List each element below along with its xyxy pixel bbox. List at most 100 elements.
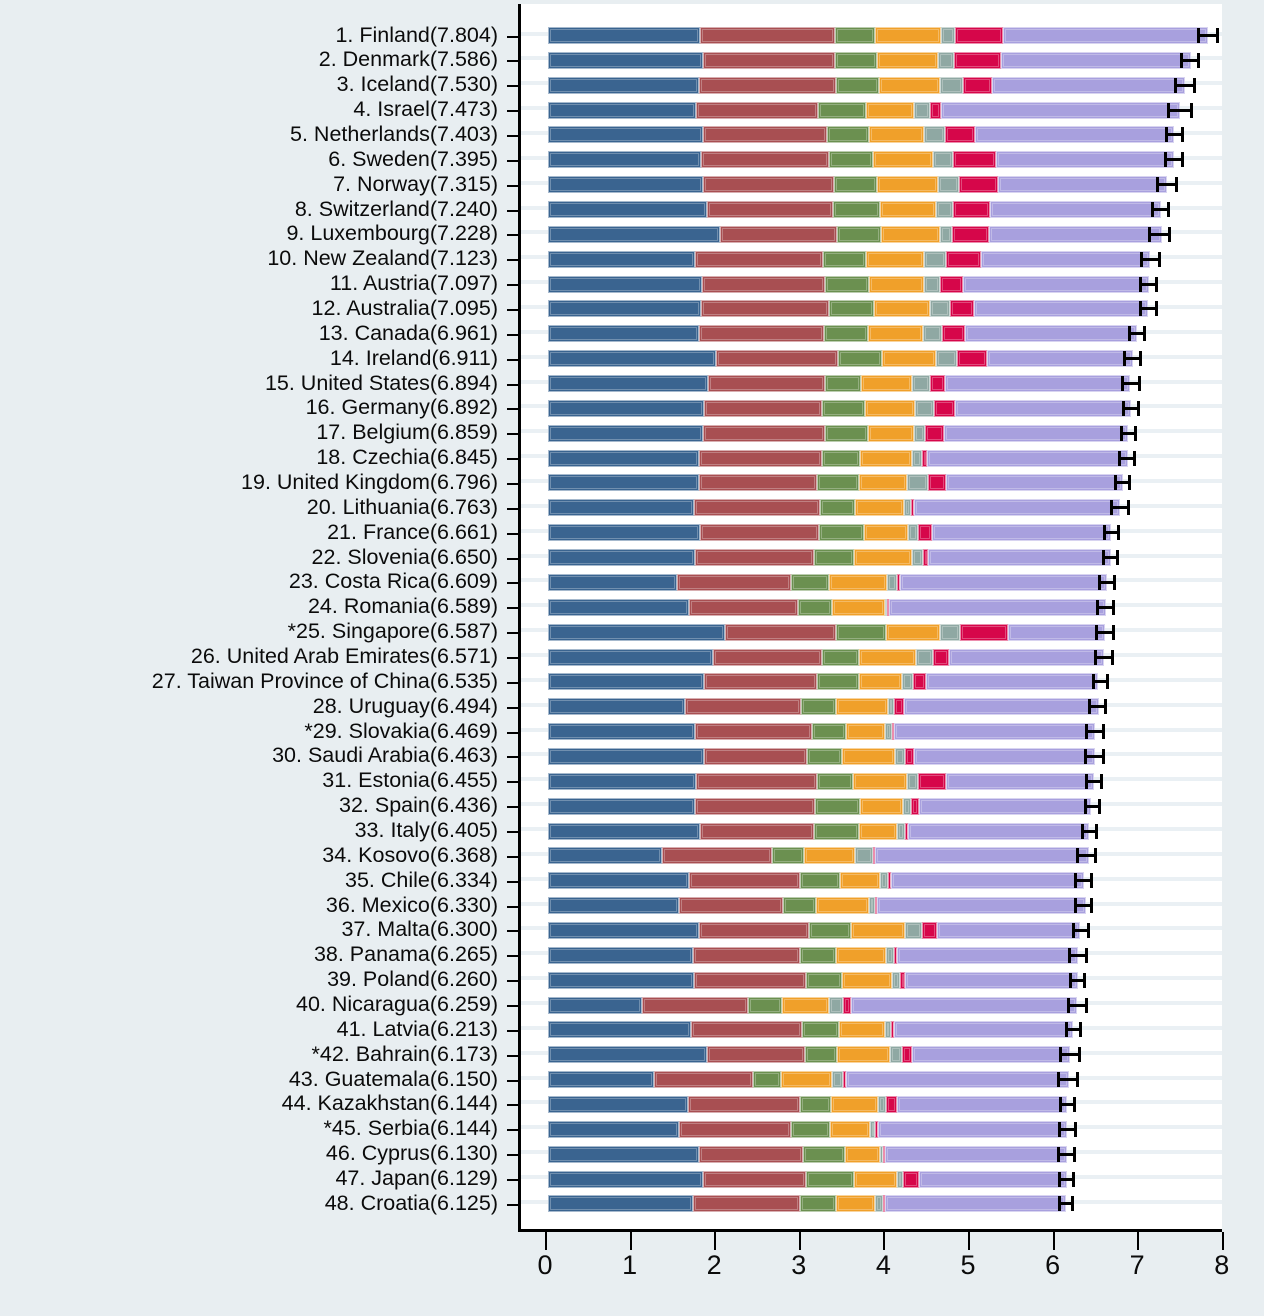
bar-row [521,723,1222,741]
x-axis-tick [1221,1232,1224,1250]
bar-row [521,598,1222,616]
confidence-interval-error-bar [1057,1146,1077,1163]
bar-segment [814,822,860,840]
bar-segment [914,424,926,442]
bar-row [521,971,1222,989]
category-label: 24. Romania(6.589) [307,594,498,619]
error-bar-line [1068,953,1088,957]
x-axis-tick-label: 1 [622,1250,638,1280]
category-axis-tick [507,557,518,560]
category-axis-tick [507,482,518,485]
error-bar-cap-low [1122,400,1126,416]
bar-segment [873,300,930,318]
bar-segment [888,698,894,716]
confidence-interval-error-bar [1122,400,1140,417]
category-axis-tick [507,756,518,759]
bar-row [521,375,1222,393]
bar-segment [677,573,791,591]
error-bar-cap-high [1174,177,1178,193]
category-axis-tick [507,110,518,113]
bar-segment [790,573,829,591]
bar-segment [703,747,807,765]
bar-segment [914,747,1095,765]
error-bar-line [1073,904,1094,908]
error-bar-cap-low [1057,1196,1061,1212]
bar-segment [1000,51,1191,69]
error-bar-cap-low [1076,848,1080,864]
category-axis-tick [507,905,518,908]
error-bar-line [1057,1152,1077,1156]
bar-segment [548,27,701,44]
bar-segment [929,300,950,318]
error-bar-cap-low [1119,425,1123,441]
bar-segment [548,1145,700,1163]
bar-segment [927,474,946,492]
confidence-interval-error-bar [1094,649,1114,666]
bar-segment [824,424,868,442]
confidence-interval-error-bar [1179,52,1200,69]
bar-segment [911,449,922,467]
bar-segment [902,673,914,691]
bar-segment [715,350,839,368]
error-bar-cap-high [1127,500,1131,516]
confidence-interval-error-bar [1057,1195,1075,1212]
bar-segment [896,822,905,840]
bar-segment [859,822,897,840]
error-bar-line [1128,332,1146,336]
x-axis-tick [629,1232,632,1250]
bar-segment [828,151,873,169]
error-bar-cap-low [1083,798,1087,814]
bar-segment [910,797,919,815]
category-label: 22. Slovenia(6.650) [311,544,498,569]
bar-segment [901,1046,912,1064]
category-label: 12. Australia(7.095) [311,295,498,320]
error-bar-cap-low [1102,550,1106,566]
bar-segment [917,772,946,790]
bar-segment [800,1195,836,1213]
category-axis-tick [507,1203,518,1206]
category-label: *29. Slovakia(6.469) [304,718,498,743]
bar-segment [877,897,1087,915]
category-axis-tick [507,383,518,386]
bar-segment [998,176,1168,194]
bar-row [521,648,1222,666]
bar-segment [699,449,823,467]
bar-segment [884,1195,1066,1213]
bar-row [521,1021,1222,1039]
bar-segment [929,101,941,119]
bar-segment [548,971,695,989]
x-axis-tick-label: 7 [1129,1250,1145,1280]
confidence-interval-error-bar [1069,972,1087,989]
confidence-interval-error-bar [1097,574,1117,591]
category-label: 40. Nicaragua(6.259) [296,992,498,1017]
bar-segment [548,996,642,1014]
error-bar-cap-low [1085,724,1089,740]
bar-segment [752,1071,781,1089]
error-bar-line [1057,1202,1075,1206]
bar-segment [884,1021,891,1039]
error-bar-cap-low [1085,773,1089,789]
bar-segment [989,201,1161,219]
bar-segment [880,872,889,890]
error-bar-cap-high [1106,674,1110,690]
confidence-interval-error-bar [1122,350,1143,367]
category-axis-tick [507,1005,518,1008]
bar-segment [865,399,916,417]
error-bar-cap-high [1110,649,1114,665]
bar-segment [884,723,893,741]
error-bar-cap-high [1128,475,1132,491]
confidence-interval-error-bar [1074,872,1094,889]
bar-segment [836,76,879,94]
error-bar-line [1094,655,1114,659]
error-bar-line [1179,58,1200,62]
bar-segment [824,375,862,393]
bar-segment [845,723,885,741]
bar-segment [820,499,856,517]
error-bar-line [1121,382,1142,386]
bar-row [521,126,1222,144]
bar-segment [548,723,696,741]
bar-segment [988,225,1163,243]
bar-segment [707,1046,806,1064]
bar-row [521,623,1222,641]
confidence-interval-error-bar [1058,1121,1078,1138]
